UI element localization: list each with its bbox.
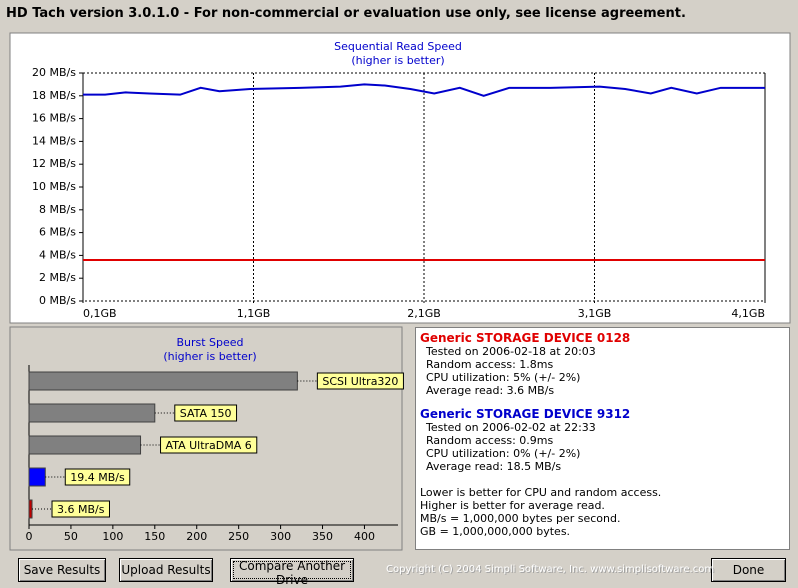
device-name: Generic STORAGE DEVICE 0128 <box>420 331 631 345</box>
bar <box>28 499 33 519</box>
window-title: HD Tach version 3.0.1.0 - For non-commer… <box>0 0 798 28</box>
bar-label: SCSI Ultra320 <box>322 375 398 388</box>
label-bg <box>316 372 404 390</box>
y-tick-label: 2 MB/s <box>39 271 76 284</box>
bar-label: ATA UltraDMA 6 <box>166 439 252 452</box>
device-name: Generic STORAGE DEVICE 9312 <box>420 407 631 421</box>
label-bg <box>64 468 131 486</box>
chart-title: Sequential Read Speed <box>334 40 462 53</box>
device-detail: CPU utilization: 5% (+/- 2%) <box>426 371 581 384</box>
x-tick-label: 1,1GB <box>237 307 271 320</box>
x-tick-label: 350 <box>312 530 333 543</box>
x-tick-label: 100 <box>102 530 123 543</box>
copyright: Copyright (C) 2004 Simpli Software, Inc.… <box>386 564 715 575</box>
bar <box>28 403 156 423</box>
device-detail: Random access: 1.8ms <box>426 358 554 371</box>
x-tick-label: 300 <box>270 530 291 543</box>
x-tick-label: 0,1GB <box>83 307 117 320</box>
label-box: 19.4 MB/s <box>64 468 131 486</box>
y-tick-label: 0 MB/s <box>39 294 76 307</box>
label-box: 3.6 MB/s <box>51 500 110 518</box>
info-panel: Generic STORAGE DEVICE 0128 Tested on 200… <box>415 327 790 550</box>
bar <box>28 371 298 391</box>
y-tick-label: 14 MB/s <box>32 134 76 147</box>
device-detail: Average read: 18.5 MB/s <box>426 460 562 473</box>
chart-title: Burst Speed <box>176 336 243 349</box>
device-detail: Random access: 0.9ms <box>426 434 554 447</box>
x-tick-label: 200 <box>186 530 207 543</box>
bar-label: 3.6 MB/s <box>57 503 105 516</box>
upload-button[interactable]: Upload Results <box>119 558 213 582</box>
bar-label: 19.4 MB/s <box>70 471 125 484</box>
compare-button[interactable]: Compare Another Drive <box>230 558 354 587</box>
chart-subtitle: (higher is better) <box>163 350 256 363</box>
bar <box>28 467 46 487</box>
label-box: SATA 150 <box>174 404 238 422</box>
done-button[interactable]: Done <box>711 558 786 582</box>
x-tick-label: 250 <box>228 530 249 543</box>
save-button[interactable]: Save Results <box>18 558 106 582</box>
x-tick-label: 3,1GB <box>578 307 612 320</box>
y-tick-label: 6 MB/s <box>39 226 76 239</box>
label-bg <box>174 404 238 422</box>
y-tick-label: 8 MB/s <box>39 203 76 216</box>
chart-subtitle: (higher is better) <box>351 54 444 67</box>
y-tick-label: 18 MB/s <box>32 89 76 102</box>
y-tick-label: 20 MB/s <box>32 66 76 79</box>
bar <box>28 435 142 455</box>
bar-label: SATA 150 <box>180 407 232 420</box>
y-tick-label: 12 MB/s <box>32 157 76 170</box>
x-tick-label: 2,1GB <box>407 307 441 320</box>
y-tick-label: 10 MB/s <box>32 180 76 193</box>
note: MB/s = 1,000,000 bytes per second. <box>420 512 621 525</box>
device-detail: Tested on 2006-02-18 at 20:03 <box>426 345 596 358</box>
note: Lower is better for CPU and random acces… <box>420 486 662 499</box>
series-line <box>83 83 765 97</box>
x-tick-label: 400 <box>354 530 375 543</box>
label-bg <box>160 436 258 454</box>
note: GB = 1,000,000,000 bytes. <box>420 525 571 538</box>
x-tick-label: 150 <box>144 530 165 543</box>
label-bg <box>51 500 110 518</box>
line-panel <box>9 32 791 324</box>
note: Higher is better for average read. <box>420 499 605 512</box>
label-box: SCSI Ultra320 <box>316 372 404 390</box>
y-tick-label: 16 MB/s <box>32 112 76 125</box>
device-detail: CPU utilization: 0% (+/- 2%) <box>426 447 581 460</box>
device-detail: Average read: 3.6 MB/s <box>426 384 555 397</box>
x-tick-label: 4,1GB <box>731 307 765 320</box>
label-box: ATA UltraDMA 6 <box>160 436 258 454</box>
charts: Sequential Read Speed(higher is better)0… <box>9 32 791 551</box>
x-tick-label: 0 <box>26 530 33 543</box>
device-detail: Tested on 2006-02-02 at 22:33 <box>426 421 596 434</box>
x-tick-label: 50 <box>64 530 78 543</box>
y-tick-label: 4 MB/s <box>39 248 76 261</box>
